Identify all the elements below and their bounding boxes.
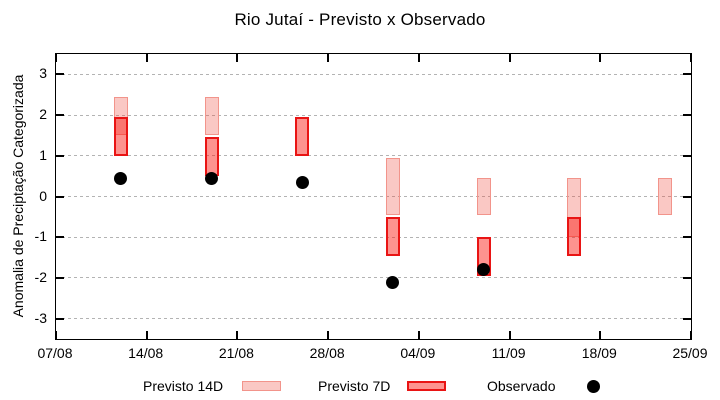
y-tick-right <box>683 236 691 239</box>
x-tick-bottom <box>236 331 239 339</box>
legend-label-observado-dot: Observado <box>487 378 556 394</box>
x-tick-bottom <box>327 331 330 339</box>
y-tick-right <box>683 317 691 320</box>
x-tick-label: 07/08 <box>37 345 73 361</box>
x-tick-bottom <box>599 331 602 339</box>
x-tick-top <box>599 54 602 62</box>
x-tick-label: 21/08 <box>218 345 254 361</box>
y-tick-right <box>683 73 691 76</box>
x-tick-label: 25/09 <box>672 345 708 361</box>
y-tick-right <box>683 276 691 279</box>
x-tick-top <box>236 54 239 62</box>
x-tick-top <box>417 54 420 62</box>
x-tick-top <box>327 54 330 62</box>
x-tick-top <box>55 54 57 62</box>
previsto-7d-bar <box>567 216 582 256</box>
x-tick-bottom <box>508 331 511 339</box>
previsto-14d-bar <box>567 178 582 238</box>
y-tick-left <box>56 195 64 198</box>
y-tick-left <box>56 276 64 279</box>
x-tick-bottom <box>145 331 148 339</box>
x-tick-top <box>508 54 511 62</box>
previsto-7d-bar <box>295 117 310 156</box>
y-tick-label: 2 <box>39 106 47 123</box>
y-tick-label: 0 <box>39 187 47 204</box>
previsto-14d-bar <box>113 96 128 136</box>
x-tick-bottom <box>55 331 57 339</box>
y-tick-right <box>683 195 691 198</box>
y-tick-label: 3 <box>39 65 47 82</box>
y-tick-label: -3 <box>34 309 47 326</box>
y-tick-label: -2 <box>34 268 47 285</box>
previsto-14d-bar <box>204 96 219 136</box>
previsto-14d-bar <box>385 157 400 215</box>
y-tick-left <box>56 236 64 239</box>
gridline <box>56 277 691 279</box>
observado-dot <box>205 171 218 185</box>
gridline <box>56 318 691 320</box>
gridline <box>56 196 691 197</box>
x-tick-top <box>145 54 148 62</box>
legend-swatch-previsto-14d <box>242 381 281 391</box>
observado-dot <box>114 171 128 185</box>
x-tick-label: 18/09 <box>581 345 617 361</box>
gridline <box>56 73 691 75</box>
y-tick-label: 1 <box>39 146 47 163</box>
y-tick-left <box>56 73 64 76</box>
x-tick-label: 11/09 <box>491 345 526 361</box>
legend-label-previsto-14d: Previsto 14D <box>143 378 224 394</box>
observado-dot <box>295 175 309 189</box>
gridline <box>56 236 691 238</box>
gridline <box>56 155 691 157</box>
observado-dot <box>477 263 491 277</box>
plot-area <box>55 53 692 340</box>
y-tick-right <box>683 114 691 117</box>
x-tick-label: 04/09 <box>400 345 436 361</box>
y-tick-right <box>683 154 691 157</box>
previsto-14d-bar <box>658 178 673 215</box>
legend-label-previsto-7d: Previsto 7D <box>318 378 391 394</box>
y-tick-left <box>56 154 64 157</box>
previsto-14d-bar <box>476 178 491 215</box>
x-tick-bottom <box>417 331 420 339</box>
x-tick-bottom <box>690 331 692 339</box>
previsto-7d-bar <box>385 216 400 256</box>
observado-dot <box>386 275 400 289</box>
x-tick-top <box>690 54 692 62</box>
previsto-7d-bar <box>204 137 219 177</box>
legend-swatch-previsto-7d <box>407 381 446 391</box>
y-tick-label: -1 <box>34 228 47 245</box>
y-tick-left <box>56 114 64 117</box>
x-tick-label: 28/08 <box>309 345 345 361</box>
gridline <box>56 114 691 116</box>
legend-swatch-observado <box>587 380 600 393</box>
previsto-7d-bar <box>113 117 128 156</box>
x-tick-label: 14/08 <box>128 345 164 361</box>
y-tick-left <box>56 317 64 320</box>
chart-title: Rio Jutaí - Previsto x Observado <box>234 10 486 29</box>
